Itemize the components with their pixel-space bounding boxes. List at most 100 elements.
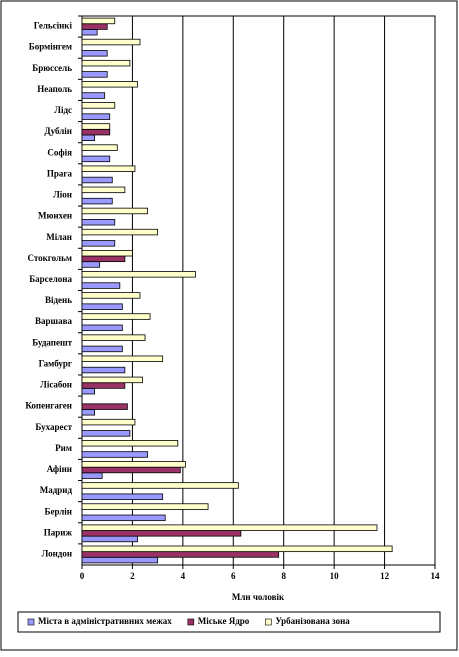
y-tick-label: Дублін bbox=[44, 126, 72, 136]
bar bbox=[81, 207, 148, 215]
y-tick-label: Барселона bbox=[29, 274, 72, 284]
bar bbox=[81, 418, 136, 426]
bar bbox=[81, 28, 98, 36]
y-tick-label: Мадрид bbox=[40, 485, 73, 495]
x-tick-label: 2 bbox=[130, 571, 135, 581]
legend-swatch bbox=[187, 618, 195, 626]
y-tick-label: Відень bbox=[45, 295, 72, 305]
y-tick-label: Брюссель bbox=[32, 63, 72, 73]
legend-label: Міста в адміністративних межах bbox=[38, 616, 172, 626]
y-tick-label: Рим bbox=[55, 443, 72, 453]
bar bbox=[81, 430, 131, 437]
bar bbox=[81, 165, 136, 172]
legend-swatch bbox=[265, 618, 272, 626]
bar bbox=[81, 472, 103, 479]
x-tick-label: 0 bbox=[80, 571, 85, 581]
bar bbox=[81, 461, 186, 468]
legend-swatch bbox=[27, 618, 35, 626]
x-tick-label: 10 bbox=[330, 571, 340, 581]
y-tick-label: Ліон bbox=[53, 190, 72, 200]
x-tick-label: 4 bbox=[181, 571, 186, 581]
bar bbox=[81, 556, 159, 564]
bar bbox=[81, 382, 126, 389]
y-tick-label: Бухарест bbox=[35, 422, 72, 432]
bar bbox=[81, 50, 108, 57]
bar bbox=[81, 71, 108, 78]
bar bbox=[81, 366, 126, 374]
bar bbox=[81, 292, 141, 299]
bar bbox=[81, 197, 113, 205]
x-tick-label: 12 bbox=[380, 571, 390, 581]
bar bbox=[81, 240, 116, 247]
bar bbox=[81, 144, 118, 151]
bar bbox=[81, 123, 111, 130]
bar bbox=[81, 134, 96, 141]
bar bbox=[81, 387, 96, 395]
legend-label: Урбанізована зона bbox=[275, 616, 350, 626]
legend-box bbox=[17, 611, 441, 633]
bar bbox=[81, 186, 126, 194]
bar bbox=[81, 92, 106, 99]
bar bbox=[81, 23, 108, 30]
bar bbox=[81, 482, 239, 489]
bar bbox=[81, 303, 123, 310]
y-tick-label: Копенгаген bbox=[25, 401, 72, 411]
bar bbox=[81, 17, 116, 25]
x-tick-label: 6 bbox=[231, 571, 236, 581]
y-tick-label: Гамбург bbox=[39, 358, 72, 368]
y-tick-label: Лондон bbox=[42, 549, 72, 559]
bar bbox=[81, 249, 133, 257]
bar bbox=[81, 440, 179, 447]
bar bbox=[81, 38, 141, 46]
bar bbox=[81, 451, 148, 458]
bar bbox=[81, 551, 280, 558]
bar bbox=[81, 282, 121, 289]
bar bbox=[81, 102, 116, 109]
bar bbox=[81, 155, 111, 163]
bar bbox=[81, 219, 116, 226]
y-tick-label: Неаполь bbox=[37, 84, 72, 94]
bar bbox=[81, 524, 378, 531]
bar bbox=[81, 530, 242, 537]
y-tick-label: Лісабон bbox=[40, 380, 72, 390]
bar bbox=[81, 466, 181, 474]
y-tick-label: Париж bbox=[44, 527, 73, 537]
y-tick-label: Софія bbox=[47, 147, 72, 157]
y-tick-label: Афіни bbox=[47, 464, 72, 474]
bar bbox=[81, 271, 196, 278]
bar bbox=[81, 261, 101, 268]
y-tick-label: Стокгольм bbox=[27, 253, 72, 263]
bar bbox=[81, 409, 96, 416]
bar bbox=[81, 113, 111, 120]
bar bbox=[81, 545, 393, 553]
bar bbox=[81, 535, 138, 543]
bar bbox=[81, 313, 151, 320]
bar bbox=[81, 255, 126, 263]
x-tick-label: 8 bbox=[281, 571, 286, 581]
bar bbox=[81, 503, 209, 510]
y-tick-label: Будапешт bbox=[32, 337, 72, 347]
bar bbox=[81, 403, 128, 410]
bar bbox=[81, 493, 164, 500]
bar bbox=[81, 355, 164, 362]
bar bbox=[81, 128, 111, 136]
bar bbox=[81, 514, 166, 522]
bar bbox=[81, 59, 131, 67]
y-tick-label: Прага bbox=[47, 168, 73, 178]
x-tick-label: 14 bbox=[431, 571, 441, 581]
x-axis-title: Млн чоловік bbox=[232, 592, 285, 602]
bar bbox=[81, 228, 159, 236]
bar bbox=[81, 376, 143, 384]
bar bbox=[81, 324, 123, 332]
bar bbox=[81, 176, 113, 184]
y-tick-label: Мілан bbox=[46, 232, 72, 242]
bar bbox=[81, 345, 123, 353]
y-tick-label: Лідс bbox=[54, 105, 72, 115]
legend-label: Міське Ядро bbox=[198, 616, 250, 626]
y-tick-label: Варшава bbox=[35, 316, 72, 326]
bar bbox=[81, 334, 146, 341]
y-tick-label: Мюнхен bbox=[38, 211, 72, 221]
y-tick-label: Гельсінкі bbox=[34, 21, 73, 31]
bar bbox=[81, 81, 138, 88]
